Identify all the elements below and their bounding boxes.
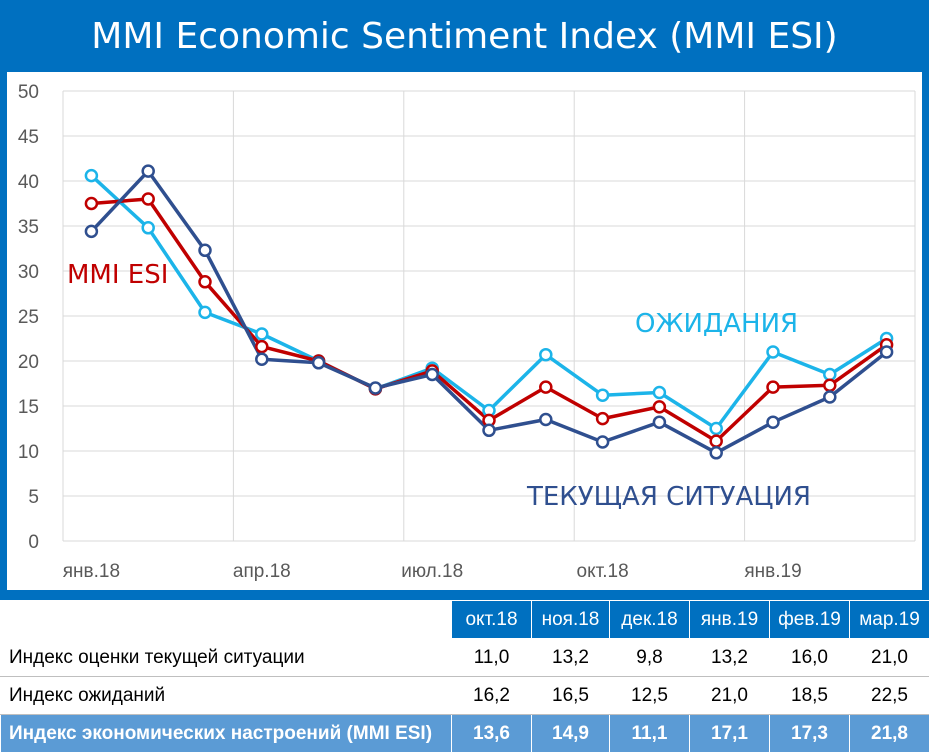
table-cell: 13,6 (452, 715, 532, 753)
table-row-total: Индекс экономических настроений (MMI ESI… (1, 715, 929, 753)
y-tick-label: 0 (28, 532, 39, 553)
data-point (768, 347, 779, 358)
data-point (654, 417, 665, 428)
data-point (143, 222, 154, 233)
table-cell: 12,5 (610, 677, 690, 715)
data-point (881, 347, 892, 358)
chart-panel: 0 5 10 15 20 25 30 35 40 45 50 янв.18 апр.18 июл.18 ок… (7, 72, 922, 590)
data-table-panel: окт.18 ноя.18 дек.18 янв.19 фев.19 мар.1… (0, 600, 929, 751)
y-tick-label: 50 (18, 82, 39, 103)
table-cell: 18,5 (770, 677, 850, 715)
data-point (313, 357, 324, 368)
table-header-cell: окт.18 (452, 601, 532, 639)
data-point (654, 401, 665, 412)
series-label: ТЕКУЩАЯ СИТУАЦИЯ (526, 482, 811, 512)
data-point (256, 354, 267, 365)
table-cell: 21,0 (850, 639, 929, 677)
data-point (540, 349, 551, 360)
data-point (540, 382, 551, 393)
data-point (200, 276, 211, 287)
row-label: Индекс оценки текущей ситуации (1, 639, 452, 677)
table-header-cell: мар.19 (850, 601, 929, 639)
y-tick-label: 10 (18, 442, 39, 463)
table-cell: 21,0 (690, 677, 770, 715)
table-cell: 11,0 (452, 639, 532, 677)
y-tick-label: 25 (18, 307, 39, 328)
data-point (86, 170, 97, 181)
data-point (143, 166, 154, 177)
data-point (824, 369, 835, 380)
table-row: Индекс ожиданий 16,2 16,5 12,5 21,0 18,5… (1, 677, 929, 715)
y-tick-label: 20 (18, 352, 39, 373)
data-point (824, 380, 835, 391)
table-cell: 9,8 (610, 639, 690, 677)
y-tick-label: 45 (18, 127, 39, 148)
data-point (370, 383, 381, 394)
x-tick-label: янв.19 (744, 561, 801, 582)
data-point (540, 414, 551, 425)
data-point (86, 198, 97, 209)
table-header-cell: ноя.18 (532, 601, 610, 639)
row-label: Индекс экономических настроений (MMI ESI… (1, 715, 452, 753)
table-cell: 17,1 (690, 715, 770, 753)
data-point (200, 245, 211, 256)
y-tick-label: 30 (18, 262, 39, 283)
y-tick-label: 35 (18, 217, 39, 238)
table-row: Индекс оценки текущей ситуации 11,0 13,2… (1, 639, 929, 677)
data-point (256, 329, 267, 340)
y-tick-label: 5 (28, 487, 39, 508)
x-tick-label: апр.18 (233, 561, 291, 582)
table-header-row: окт.18 ноя.18 дек.18 янв.19 фев.19 мар.1… (1, 601, 929, 639)
series-label: MMI ESI (67, 260, 168, 290)
data-point (143, 194, 154, 205)
table-cell: 11,1 (610, 715, 690, 753)
data-point (711, 436, 722, 447)
x-tick-label: янв.18 (63, 561, 120, 582)
y-tick-label: 40 (18, 172, 39, 193)
table-cell: 17,3 (770, 715, 850, 753)
row-label: Индекс ожиданий (1, 677, 452, 715)
table-cell: 13,2 (532, 639, 610, 677)
table-cell: 22,5 (850, 677, 929, 715)
table-header-cell: янв.19 (690, 601, 770, 639)
table-header-blank (1, 601, 452, 639)
table-header-cell: фев.19 (770, 601, 850, 639)
table-cell: 16,5 (532, 677, 610, 715)
table-cell: 21,8 (850, 715, 929, 753)
data-point (597, 437, 608, 448)
data-point (597, 413, 608, 424)
x-tick-label: июл.18 (401, 561, 463, 582)
data-point (484, 425, 495, 436)
data-table: окт.18 ноя.18 дек.18 янв.19 фев.19 мар.1… (0, 600, 929, 753)
data-point (711, 423, 722, 434)
line-chart: 0 5 10 15 20 25 30 35 40 45 50 янв.18 апр.18 июл.18 ок… (7, 72, 922, 590)
data-point (711, 447, 722, 458)
data-point (200, 307, 211, 318)
table-header-cell: дек.18 (610, 601, 690, 639)
data-point (768, 417, 779, 428)
y-tick-label: 15 (18, 397, 39, 418)
table-cell: 16,2 (452, 677, 532, 715)
series-label: ОЖИДАНИЯ (635, 309, 798, 339)
table-cell: 14,9 (532, 715, 610, 753)
chart-title: MMI Economic Sentiment Index (MMI ESI) (0, 0, 929, 72)
data-point (86, 226, 97, 237)
data-point (256, 341, 267, 352)
table-cell: 13,2 (690, 639, 770, 677)
data-point (768, 382, 779, 393)
table-cell: 16,0 (770, 639, 850, 677)
x-tick-label: окт.18 (577, 561, 629, 582)
data-point (654, 387, 665, 398)
data-point (824, 392, 835, 403)
data-point (597, 390, 608, 401)
data-point (427, 369, 438, 380)
